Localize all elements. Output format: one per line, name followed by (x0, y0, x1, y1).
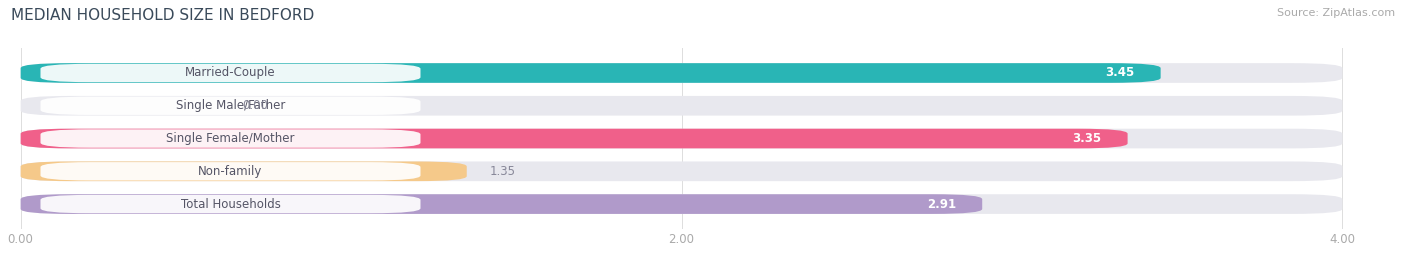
Text: Single Female/Mother: Single Female/Mother (166, 132, 295, 145)
Text: 0.00: 0.00 (242, 99, 269, 112)
Text: Total Households: Total Households (180, 197, 280, 211)
FancyBboxPatch shape (21, 161, 1343, 181)
FancyBboxPatch shape (41, 162, 420, 180)
Text: Non-family: Non-family (198, 165, 263, 178)
Text: Married-Couple: Married-Couple (186, 66, 276, 80)
Text: Single Male/Father: Single Male/Father (176, 99, 285, 112)
FancyBboxPatch shape (21, 194, 983, 214)
FancyBboxPatch shape (41, 97, 420, 115)
FancyBboxPatch shape (21, 129, 1128, 148)
Text: Source: ZipAtlas.com: Source: ZipAtlas.com (1277, 8, 1395, 18)
FancyBboxPatch shape (41, 195, 420, 213)
FancyBboxPatch shape (21, 129, 1343, 148)
FancyBboxPatch shape (21, 194, 1343, 214)
FancyBboxPatch shape (41, 129, 420, 148)
Text: 3.45: 3.45 (1105, 66, 1135, 80)
FancyBboxPatch shape (41, 64, 420, 82)
FancyBboxPatch shape (21, 63, 1343, 83)
FancyBboxPatch shape (21, 96, 1343, 116)
FancyBboxPatch shape (21, 161, 467, 181)
FancyBboxPatch shape (21, 63, 1160, 83)
Text: 1.35: 1.35 (489, 165, 516, 178)
Text: MEDIAN HOUSEHOLD SIZE IN BEDFORD: MEDIAN HOUSEHOLD SIZE IN BEDFORD (11, 8, 315, 23)
Text: 2.91: 2.91 (927, 197, 956, 211)
Text: 3.35: 3.35 (1071, 132, 1101, 145)
